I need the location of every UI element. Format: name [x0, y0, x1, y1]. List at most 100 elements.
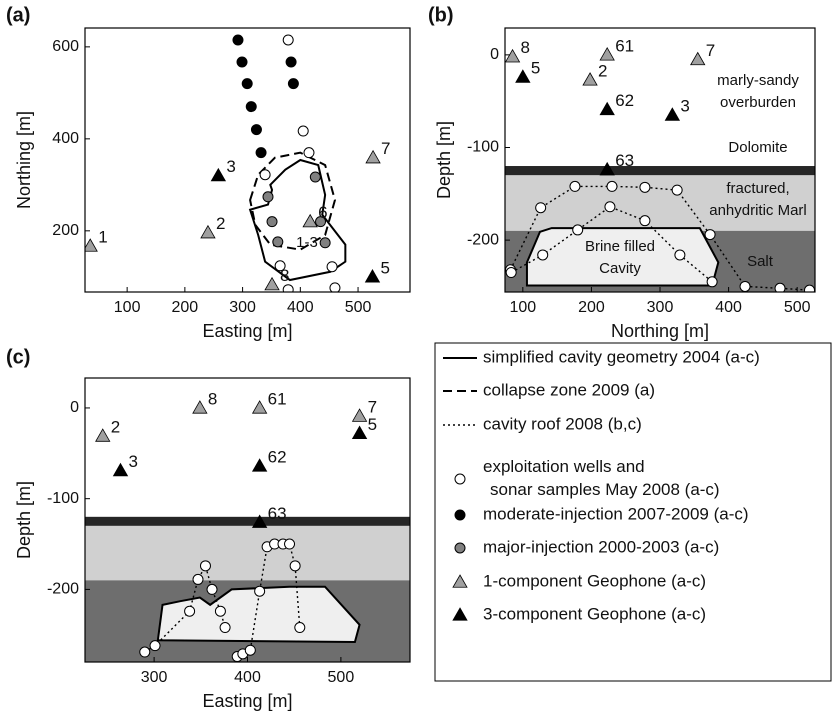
marker-circle — [604, 201, 616, 213]
marker-circle — [282, 34, 294, 46]
annotation-line: marly-sandy — [717, 72, 799, 89]
legend-label: major-injection 2000-2003 (a-c) — [483, 537, 719, 556]
marker-circle — [289, 560, 301, 572]
marker-triangle — [582, 72, 598, 86]
annotation: Dolomite — [728, 139, 787, 156]
annotation: 1-3 — [296, 234, 318, 251]
series-line — [144, 563, 226, 653]
marker-triangle — [192, 400, 208, 414]
marker-circle — [329, 282, 341, 292]
marker-triangle — [599, 101, 615, 116]
y-tick-label: -200 — [47, 581, 79, 598]
marker-triangle — [351, 425, 368, 439]
annotation-line: Cavity — [599, 260, 641, 277]
legend-label: collapse zone 2009 (a) — [483, 380, 655, 399]
y-tick-label: 0 — [490, 46, 499, 63]
annotation-line: anhydritic Marl — [709, 202, 807, 219]
annotation-line: overburden — [720, 94, 796, 111]
marker-circle — [569, 180, 581, 192]
marker-circle — [262, 191, 274, 203]
y-tick-label: -100 — [47, 490, 79, 507]
marker-circle — [294, 622, 306, 634]
point-label: 7 — [381, 139, 390, 158]
point-label: 3 — [128, 452, 137, 471]
legend-label-line: sonar samples May 2008 (a-c) — [490, 480, 720, 499]
marker-circle — [149, 640, 161, 652]
series-line — [249, 151, 336, 251]
marker-circle — [671, 184, 683, 196]
marker-circle — [219, 622, 231, 634]
marker-circle — [206, 583, 218, 595]
marker-circle — [272, 236, 284, 248]
x-axis-label: Easting [m] — [202, 691, 292, 711]
series-line — [525, 227, 720, 287]
point-label: 8 — [208, 389, 217, 408]
plot-frame — [84, 27, 411, 293]
marker-triangle — [251, 400, 268, 414]
marker-circle — [739, 280, 751, 292]
point-label: 62 — [615, 91, 634, 110]
marker-triangle — [515, 69, 531, 83]
marker-circle — [505, 267, 517, 279]
point-label: 5 — [531, 59, 540, 78]
marker-triangle — [505, 48, 521, 63]
layer — [505, 175, 815, 231]
marker-circle — [704, 229, 716, 241]
x-tick-label: 400 — [234, 669, 261, 686]
series-line — [156, 585, 361, 644]
marker-circle — [259, 169, 271, 181]
point-label: 2 — [111, 418, 120, 437]
annotation: fractured, anhydritic Marl — [709, 180, 807, 219]
marker-circle — [287, 78, 299, 90]
plot-background — [85, 28, 410, 292]
x-tick-label: 500 — [328, 669, 355, 686]
x-axis-label: Easting [m] — [202, 321, 292, 341]
plot-area — [85, 28, 410, 292]
marker-triangle — [351, 408, 368, 422]
panel-title: (a) — [6, 4, 30, 26]
marker-circle — [139, 646, 151, 658]
y-tick-label: 600 — [52, 38, 79, 55]
x-tick-label: 400 — [287, 299, 314, 316]
point-label: 8 — [521, 38, 530, 57]
legend-label: exploitation wells and sonar samples May … — [483, 457, 720, 499]
series-line — [509, 185, 810, 291]
layer — [505, 166, 815, 176]
marker-circle — [639, 215, 651, 227]
marker-triangle — [210, 167, 227, 182]
marker-circle — [537, 249, 549, 261]
marker-triangle — [452, 574, 468, 588]
marker-triangle — [251, 514, 268, 528]
marker-circle — [674, 249, 686, 261]
annotation: Brine filled Cavity — [585, 238, 655, 277]
marker-triangle — [95, 428, 111, 442]
y-axis-label: Northing [m] — [14, 111, 34, 209]
legend-frame — [434, 342, 832, 682]
point-label: 61 — [268, 389, 287, 408]
marker-circle — [535, 202, 547, 214]
marker-circle — [254, 585, 266, 597]
point-label: 7 — [368, 398, 377, 417]
point-label: 8 — [280, 266, 289, 285]
y-tick-label: -100 — [467, 139, 499, 156]
marker-triangle — [664, 107, 681, 121]
layer — [85, 525, 410, 581]
marker-triangle — [112, 462, 129, 477]
marker-circle — [454, 509, 466, 521]
annotation: marly-sandy overburden — [717, 72, 799, 111]
point-label: 5 — [380, 258, 389, 277]
x-tick-label: 300 — [229, 299, 256, 316]
marker-circle — [214, 605, 226, 617]
x-tick-label: 200 — [172, 299, 199, 316]
marker-triangle — [365, 149, 381, 164]
annotation-line: Brine filled — [585, 238, 655, 255]
annotation-line: fractured, — [726, 180, 789, 197]
marker-circle — [244, 644, 256, 656]
x-tick-label: 300 — [647, 299, 674, 316]
y-axis-label: Depth [m] — [434, 121, 454, 199]
legend-label: 3-component Geophone (a-c) — [483, 604, 706, 623]
y-tick-label: 200 — [52, 222, 79, 239]
legend-label: cavity roof 2008 (b,c) — [483, 414, 642, 433]
x-tick-label: 400 — [715, 299, 742, 316]
